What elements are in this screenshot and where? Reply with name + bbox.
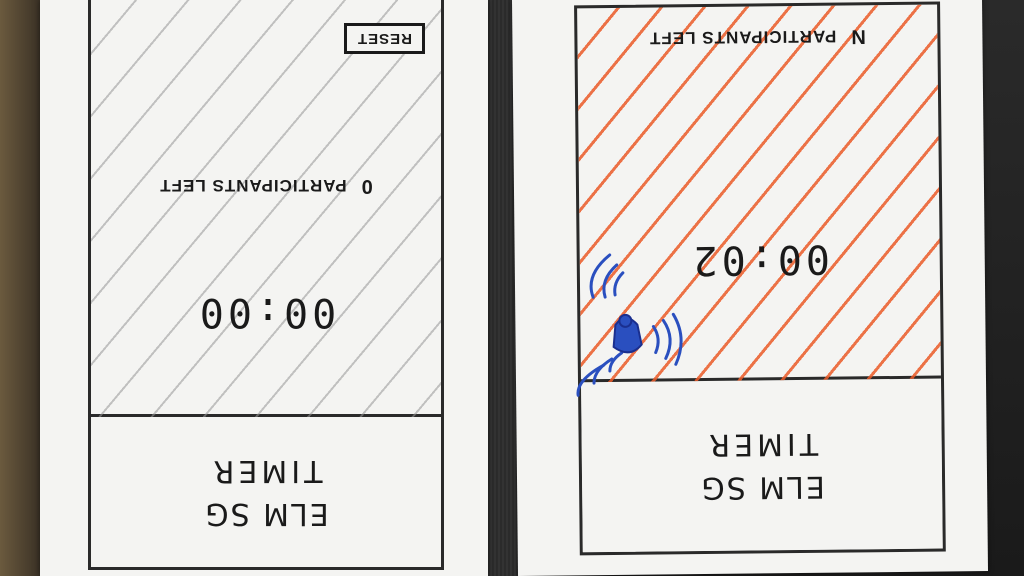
timer-area[interactable]: 00:00 0 PARTICIPANTS LEFT RESET <box>91 0 441 417</box>
participants-left: 0 PARTICIPANTS LEFT <box>91 174 441 197</box>
reset-button[interactable]: RESET <box>343 23 425 54</box>
app-name: ELM SG <box>203 496 329 531</box>
phone-frame-finished: ELM SG TIMER 00:00 0 PARTICIPANTS LEFT RE… <box>88 0 444 570</box>
screen-finished: ELM SG TIMER 00:00 0 PARTICIPANTS LEFT RE… <box>91 0 441 567</box>
participants-count: 0 <box>360 175 373 197</box>
tap-gesture-icon <box>576 253 683 397</box>
table-edge <box>0 0 40 576</box>
app-subtitle: TIMER <box>705 425 819 462</box>
participants-left: N PARTICIPANTS LEFT <box>577 24 937 51</box>
participants-label: PARTICIPANTS LEFT <box>159 176 347 195</box>
grey-hatch-background <box>91 0 441 417</box>
app-name: ELM SG <box>699 468 825 506</box>
timer-display: 00:00 <box>195 289 337 335</box>
participants-label: PARTICIPANTS LEFT <box>648 26 837 48</box>
participants-count: N <box>850 25 866 48</box>
app-subtitle: TIMER <box>209 453 323 488</box>
paper-sketch-running: ELM SG TIMER 00:02 NPARTICIPANTS LEFT <box>512 0 989 576</box>
app-header: ELM SG TIMER <box>91 414 441 567</box>
paper-sketch-finished: ELM SG TIMER 00:00 0 PARTICIPANTS LEFT RE… <box>40 0 488 576</box>
